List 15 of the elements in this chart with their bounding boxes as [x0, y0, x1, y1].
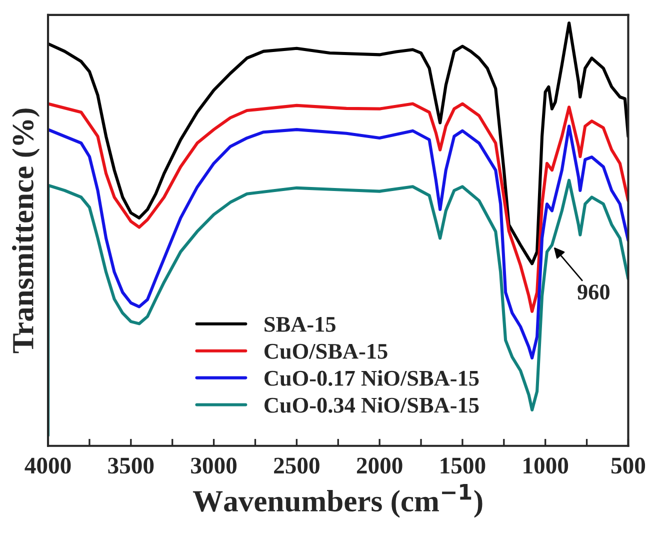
legend-label: CuO-0.34 NiO/SBA-15	[264, 397, 479, 413]
legend-label: CuO/SBA-15	[264, 344, 388, 359]
x-tick-label: 3500	[108, 458, 154, 474]
y-axis-title: Transmittence (%)	[12, 108, 40, 354]
x-tick-label: 1000	[524, 458, 568, 474]
x-tick-label: 500	[611, 458, 646, 474]
x-tick-label: 4000	[24, 458, 71, 474]
legend-label: CuO-0.17 NiO/SBA-15	[264, 370, 479, 386]
x-tick-label: 1500	[440, 458, 486, 474]
x-tick-label: 3000	[191, 458, 237, 474]
x-tick-label: 2000	[356, 458, 402, 474]
annotation: 960	[578, 284, 610, 300]
legend-label: SBA-15	[264, 316, 336, 332]
x-tick-label: 2500	[274, 458, 320, 474]
x-axis-title: Wavenumbers (cm$^{−1}$)	[192, 484, 482, 518]
